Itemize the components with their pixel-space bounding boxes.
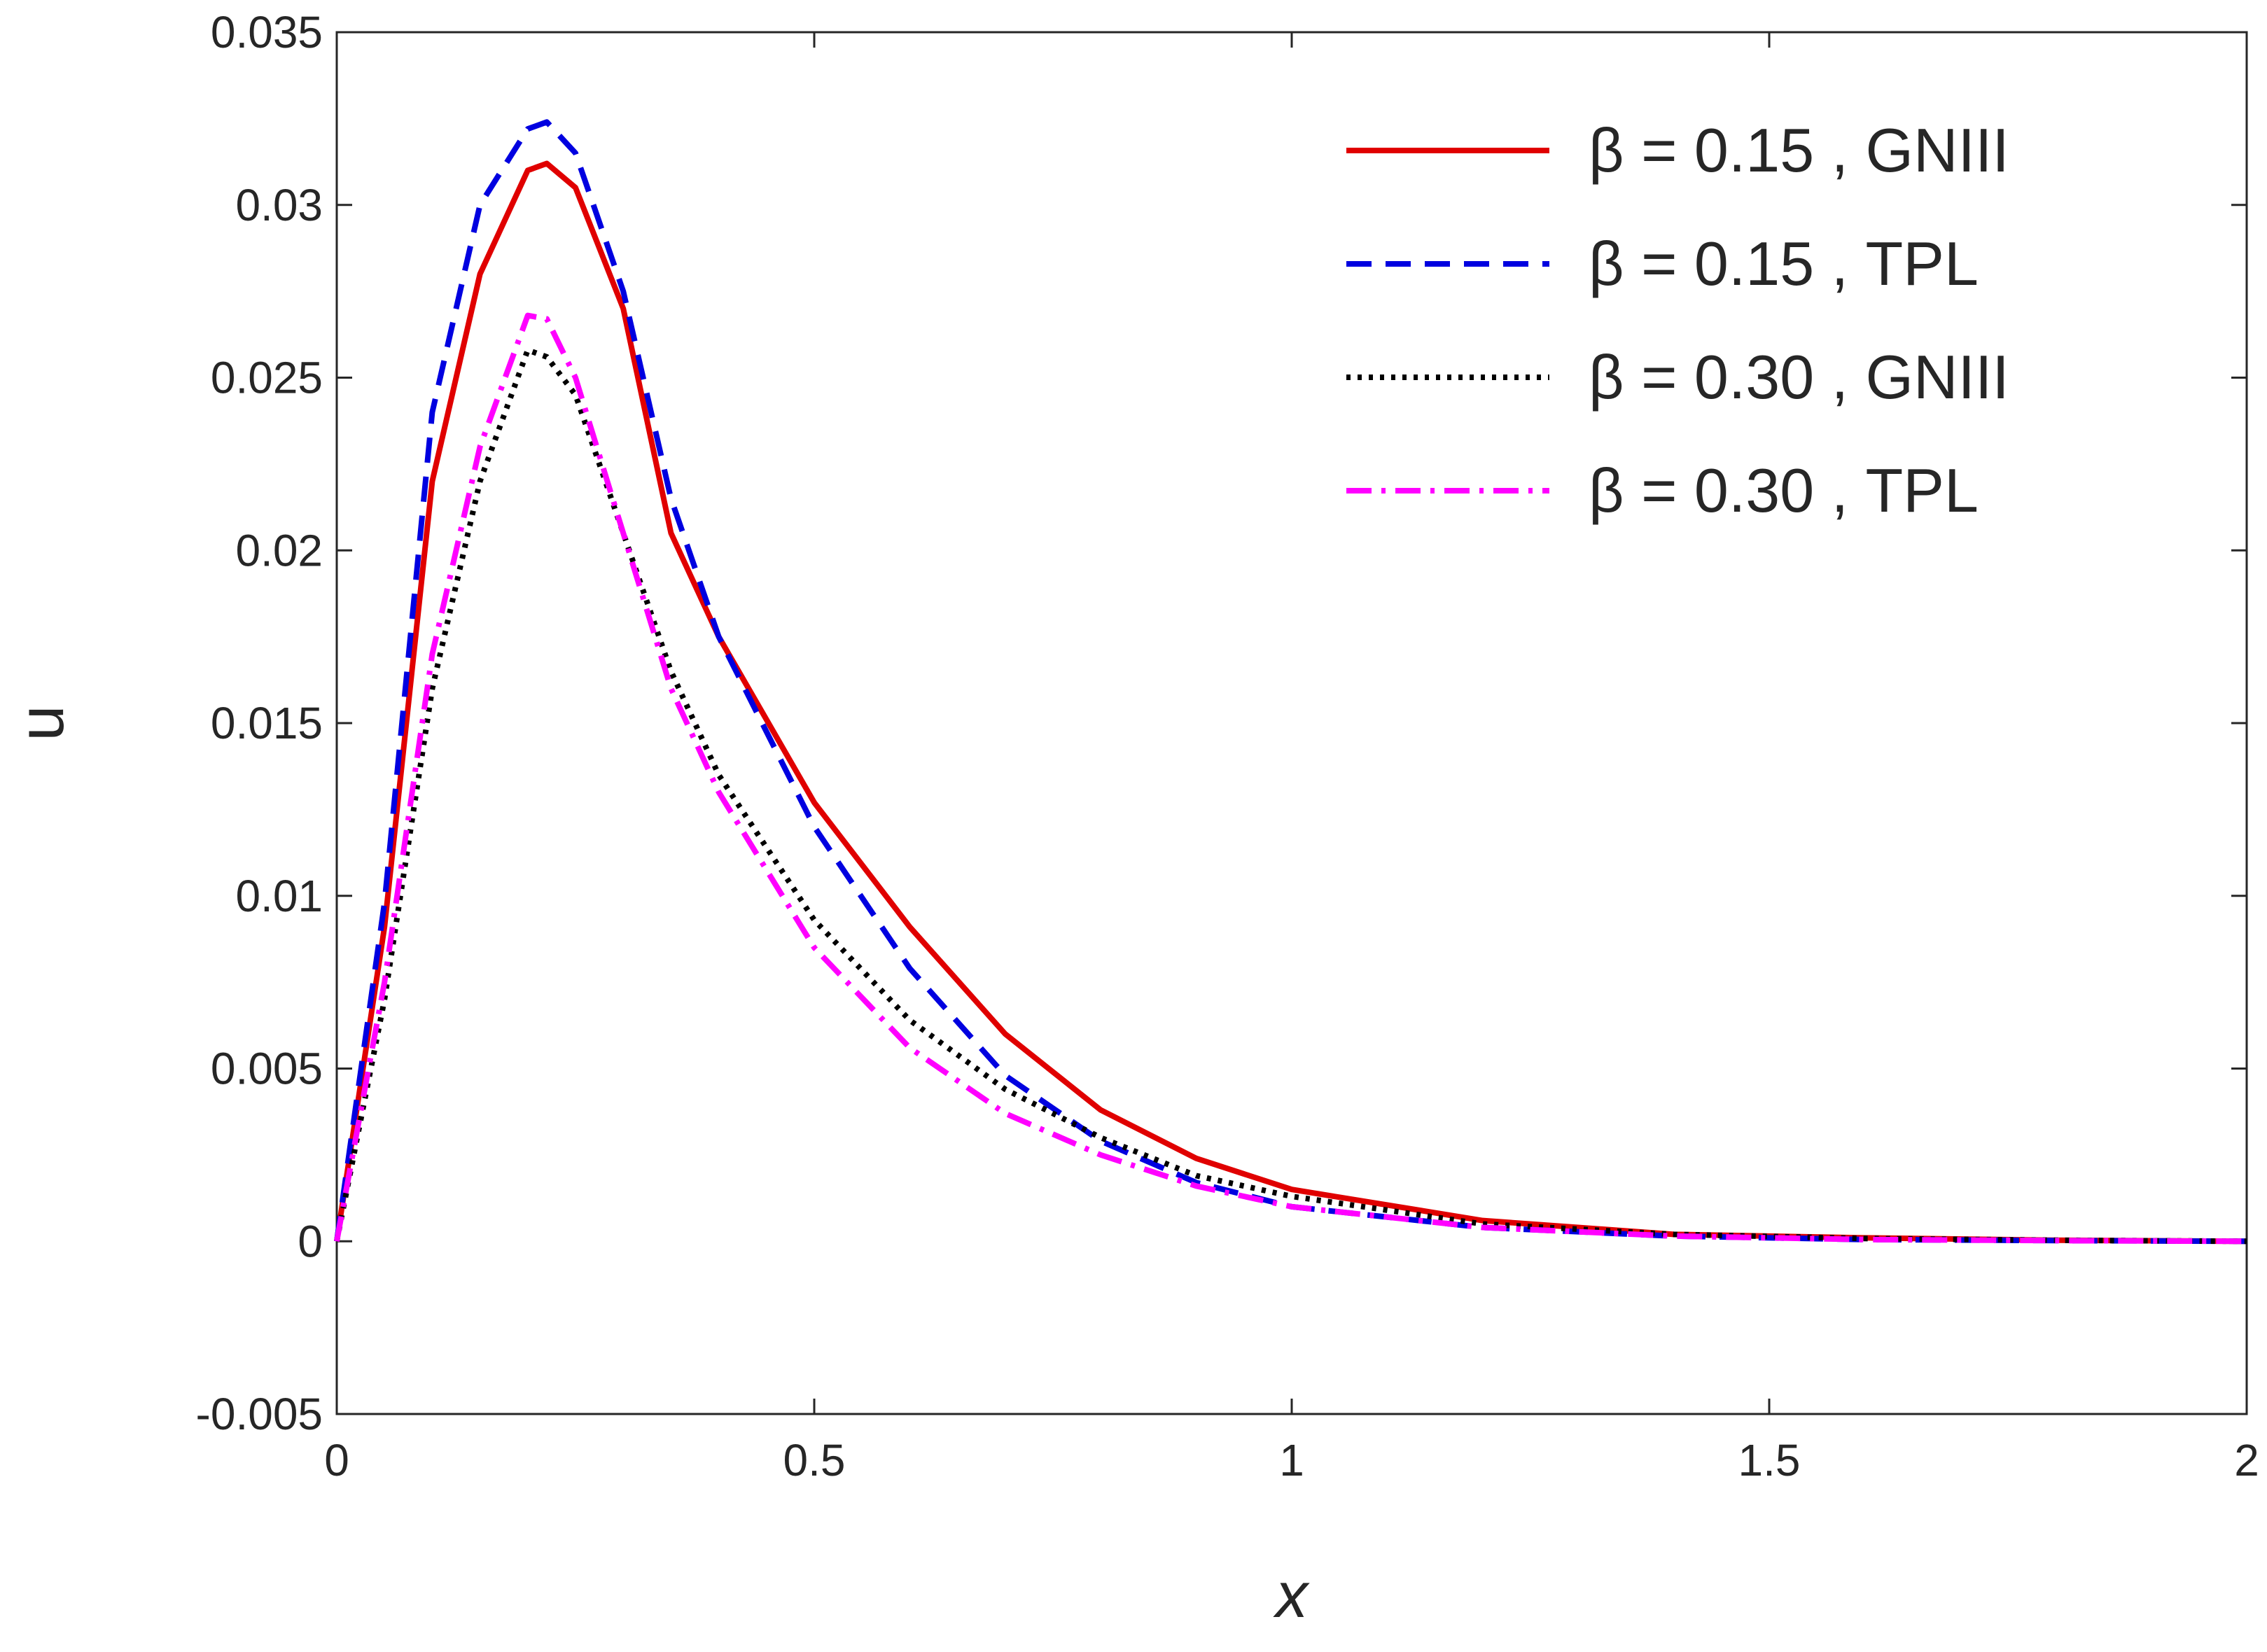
x-tick-label: 1 bbox=[1279, 1435, 1304, 1485]
legend-label: β = 0.30 , TPL bbox=[1589, 456, 1979, 525]
plot-frame bbox=[335, 31, 2248, 1415]
x-tick-label: 0.5 bbox=[783, 1435, 846, 1485]
series-line bbox=[334, 347, 2247, 1245]
y-tick-label: 0.01 bbox=[235, 871, 323, 921]
y-tick-label: 0.005 bbox=[211, 1044, 323, 1094]
y-tick-label: 0 bbox=[298, 1216, 323, 1266]
legend-label: β = 0.15 , GNIII bbox=[1589, 115, 2009, 185]
y-tick-label: 0.035 bbox=[211, 7, 323, 57]
y-axis-label: u bbox=[6, 705, 77, 741]
x-axis-label: x bbox=[1273, 1560, 1310, 1631]
y-tick-label: 0.02 bbox=[235, 525, 323, 575]
x-tick-label: 1.5 bbox=[1738, 1435, 1801, 1485]
series-line bbox=[334, 312, 2247, 1245]
y-tick-label: 0.025 bbox=[211, 353, 323, 403]
x-tick-label: 2 bbox=[2234, 1435, 2259, 1485]
y-tick-label: -0.005 bbox=[196, 1389, 323, 1439]
x-tick-label: 0 bbox=[324, 1435, 349, 1485]
y-tick-label: 0.03 bbox=[235, 180, 323, 230]
y-tick-label: 0.015 bbox=[211, 698, 323, 748]
legend-label: β = 0.30 , GNIII bbox=[1589, 342, 2009, 412]
legend-label: β = 0.15 , TPL bbox=[1589, 229, 1979, 298]
